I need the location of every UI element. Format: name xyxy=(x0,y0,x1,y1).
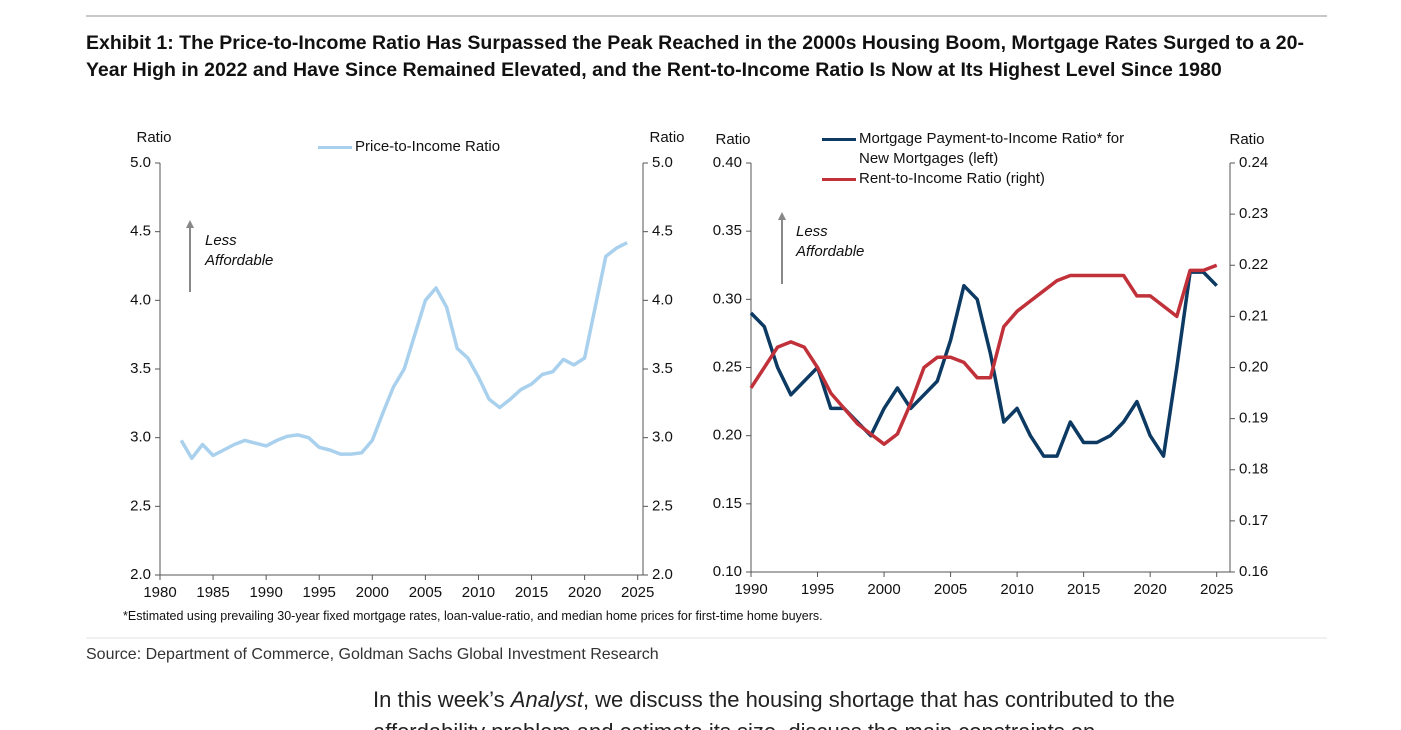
y2-tick-label: 4.5 xyxy=(652,223,673,240)
y2-axis-title: Ratio xyxy=(649,129,684,146)
y2-tick-label: 0.19 xyxy=(1239,410,1268,427)
x-tick-label: 1990 xyxy=(249,584,282,601)
y2-tick-label: 0.18 xyxy=(1239,461,1268,478)
annotation: Affordable xyxy=(795,243,864,260)
y-tick-label: 0.20 xyxy=(713,427,742,444)
series-line xyxy=(179,241,628,461)
y-tick-label: 0.30 xyxy=(713,290,742,307)
y-tick-label: 4.0 xyxy=(130,291,151,308)
annotation: Less xyxy=(796,223,828,240)
annotation: Affordable xyxy=(204,252,273,269)
y2-tick-label: 0.22 xyxy=(1239,256,1268,273)
x-tick-label: 2010 xyxy=(1000,581,1033,598)
x-tick-label: 2020 xyxy=(1133,581,1166,598)
y-tick-label: 3.5 xyxy=(130,360,151,377)
body-text-part: In this week’s xyxy=(373,687,511,712)
y-tick-label: 0.15 xyxy=(713,495,742,512)
x-tick-label: 2015 xyxy=(515,584,548,601)
legend-label: Price-to-Income Ratio xyxy=(355,138,501,155)
y2-tick-label: 0.24 xyxy=(1239,154,1268,171)
body-italic: Analyst xyxy=(510,687,583,712)
x-tick-label: 2000 xyxy=(867,581,900,598)
series-line xyxy=(749,270,1218,458)
y-axis-title: Ratio xyxy=(136,129,171,146)
x-tick-label: 2015 xyxy=(1067,581,1100,598)
x-tick-label: 2025 xyxy=(621,584,654,601)
legend-label: Rent-to-Income Ratio (right) xyxy=(859,170,1045,187)
x-tick-label: 2000 xyxy=(356,584,389,601)
x-tick-label: 1995 xyxy=(303,584,336,601)
source: Source: Department of Commerce, Goldman … xyxy=(86,646,659,663)
y-tick-label: 0.40 xyxy=(713,154,742,171)
body-text: In this week’s Analyst, we discuss the h… xyxy=(373,684,1273,730)
legend-item: Price-to-Income Ratio xyxy=(318,137,578,157)
annotation: Less xyxy=(205,232,237,249)
y-tick-label: 0.10 xyxy=(713,563,742,580)
legend: Price-to-Income Ratio xyxy=(318,137,578,157)
y-tick-label: 4.5 xyxy=(130,223,151,240)
x-tick-label: 1985 xyxy=(196,584,229,601)
y2-axis-title: Ratio xyxy=(1229,131,1264,148)
y-tick-label: 2.5 xyxy=(130,497,151,514)
y-tick-label: 2.0 xyxy=(130,566,151,583)
y2-tick-label: 3.0 xyxy=(652,429,673,446)
footnote: *Estimated using prevailing 30-year fixe… xyxy=(123,609,823,623)
y-tick-label: 5.0 xyxy=(130,154,151,171)
x-tick-label: 2005 xyxy=(409,584,442,601)
y-tick-label: 3.0 xyxy=(130,429,151,446)
x-tick-label: 1980 xyxy=(143,584,176,601)
arrow-head xyxy=(778,212,786,220)
y-tick-label: 0.35 xyxy=(713,222,742,239)
series-line xyxy=(749,263,1218,446)
y2-tick-label: 0.16 xyxy=(1239,563,1268,580)
exhibit-title: Exhibit 1: The Price-to-Income Ratio Has… xyxy=(86,32,1304,81)
x-tick-label: 2010 xyxy=(462,584,495,601)
arrow-head xyxy=(186,220,194,228)
y2-tick-label: 5.0 xyxy=(652,154,673,171)
y2-tick-label: 0.21 xyxy=(1239,307,1268,324)
body-text-part: , we discuss the housing shortage that h… xyxy=(373,687,1175,730)
x-tick-label: 2005 xyxy=(934,581,967,598)
x-tick-label: 1995 xyxy=(801,581,834,598)
legend-swatch xyxy=(822,138,856,141)
y2-tick-label: 2.5 xyxy=(652,497,673,514)
legend-swatch xyxy=(318,146,352,149)
y-tick-label: 0.25 xyxy=(713,358,742,375)
legend-label: Mortgage Payment-to-Income Ratio* for Ne… xyxy=(859,130,1125,167)
y2-tick-label: 0.23 xyxy=(1239,205,1268,222)
y2-tick-label: 2.0 xyxy=(652,566,673,583)
legend-swatch xyxy=(822,178,856,181)
x-tick-label: 2025 xyxy=(1200,581,1233,598)
legend-item: Rent-to-Income Ratio (right) xyxy=(822,169,1142,189)
y2-tick-label: 3.5 xyxy=(652,360,673,377)
y2-tick-label: 0.20 xyxy=(1239,358,1268,375)
x-tick-label: 1990 xyxy=(734,581,767,598)
x-tick-label: 2020 xyxy=(568,584,601,601)
y2-tick-label: 0.17 xyxy=(1239,512,1268,529)
legend-item: Mortgage Payment-to-Income Ratio* for Ne… xyxy=(822,129,1142,169)
y2-tick-label: 4.0 xyxy=(652,291,673,308)
legend: Mortgage Payment-to-Income Ratio* for Ne… xyxy=(822,129,1142,189)
y-axis-title: Ratio xyxy=(715,131,750,148)
